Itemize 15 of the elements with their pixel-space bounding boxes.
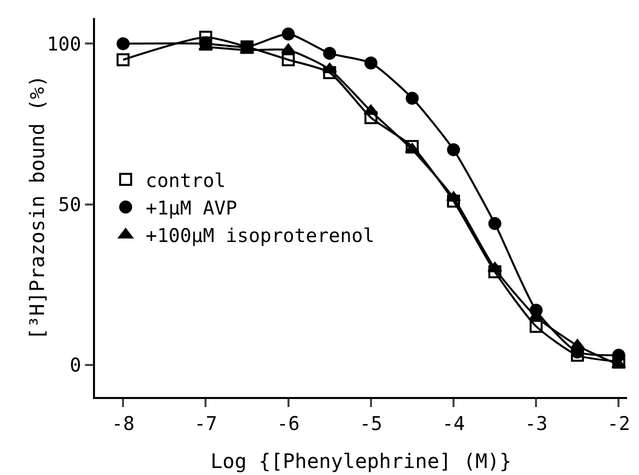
x-tick-label: -7	[194, 412, 218, 435]
legend-label: control	[146, 170, 226, 192]
y-tick-label: 0	[70, 354, 82, 377]
x-tick-label: -2	[607, 412, 630, 435]
y-tick-label: 100	[46, 33, 82, 56]
legend-label: +1µM AVP	[146, 197, 238, 220]
y-axis-title: [³H]Prazosin bound (%)	[25, 75, 49, 340]
x-tick-label: -3	[524, 412, 548, 435]
y-tick-label: 50	[58, 194, 82, 216]
x-tick-label: -8	[112, 412, 135, 435]
x-tick-label: -5	[359, 412, 382, 435]
x-axis-title: Log {[Phenylephrine] (M)}	[210, 449, 512, 473]
legend-label: +100µM isoproterenol	[146, 225, 374, 248]
x-tick-label: -6	[276, 412, 300, 435]
x-tick-label: -4	[442, 412, 465, 435]
